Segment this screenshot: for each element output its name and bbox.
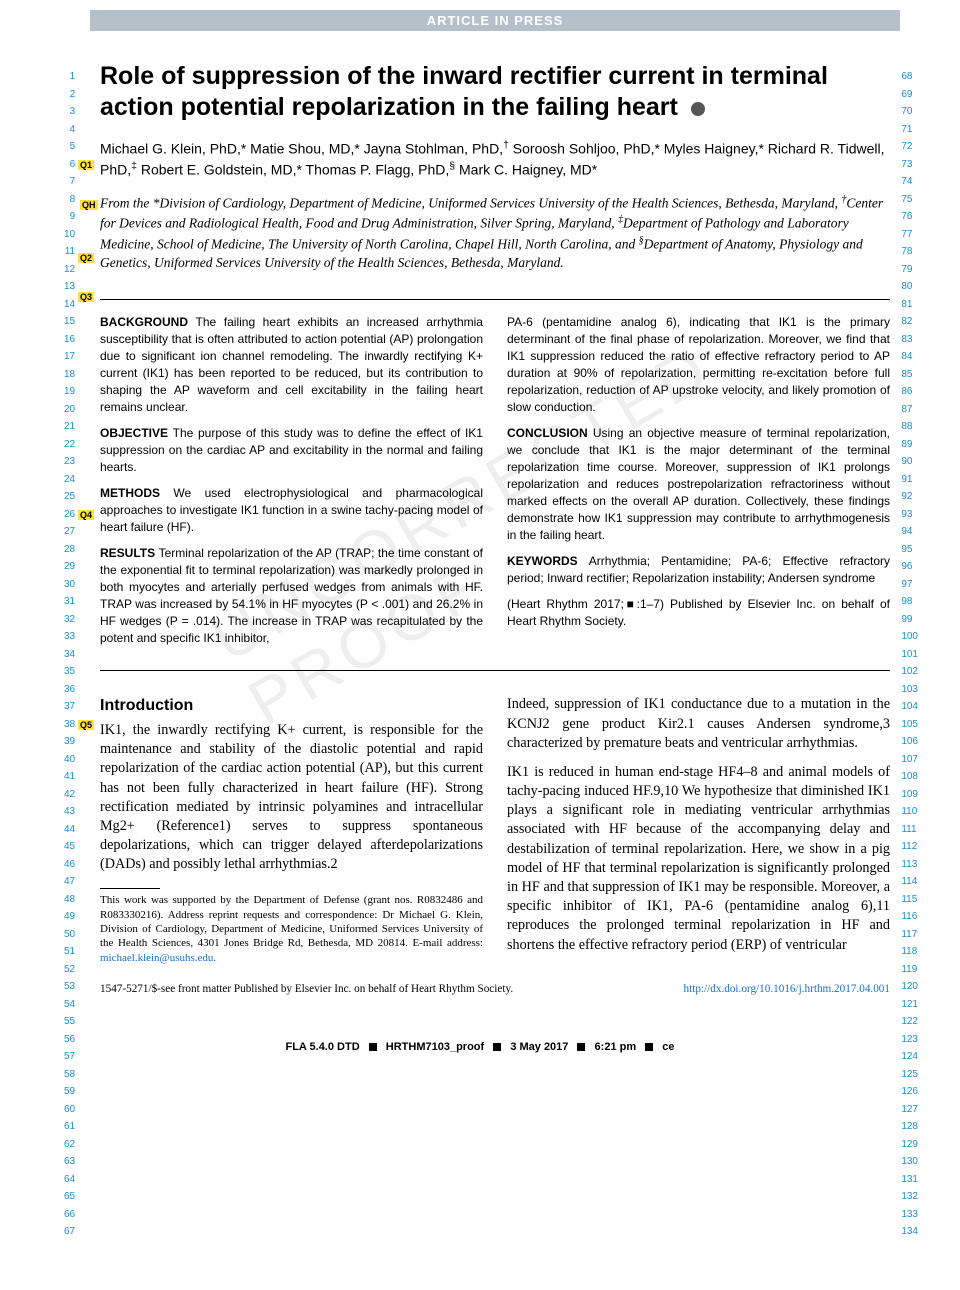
right-paragraph-2: IK1 is reduced in human end-stage HF4–8 … — [507, 763, 890, 955]
footnote-text: This work was supported by the Departmen… — [100, 894, 483, 949]
abstract-text: Using an objective measure of terminal r… — [507, 426, 890, 542]
query-marker-q4: Q4 — [78, 510, 94, 520]
intro-paragraph: IK1, the inwardly rectifying K+ current,… — [100, 721, 483, 874]
abstract-paragraph: PA-6 (pentamidine analog 6), indicating … — [507, 314, 890, 416]
footer-proof: HRTHM7103_proof — [386, 1041, 484, 1053]
abstract-paragraph: KEYWORDS Arrhythmia; Pentamidine; PA-6; … — [507, 553, 890, 587]
doi-link[interactable]: http://dx.doi.org/10.1016/j.hrthm.2017.0… — [684, 983, 890, 995]
affiliations: From the *Division of Cardiology, Depart… — [100, 193, 890, 273]
query-marker-qh: QH — [80, 200, 98, 210]
separator-icon — [493, 1043, 501, 1051]
abstract-label: RESULTS — [100, 546, 159, 560]
footnote-email-link[interactable]: michael.klein@usuhs.edu. — [100, 952, 216, 964]
abstract-text: PA-6 (pentamidine analog 6), indicating … — [507, 315, 890, 414]
abstract-paragraph: BACKGROUND The failing heart exhibits an… — [100, 314, 483, 416]
article-title: Role of suppression of the inward rectif… — [100, 61, 890, 124]
copyright-text: 1547-5271/$-see front matter Published b… — [100, 983, 513, 995]
abstract-label: METHODS — [100, 486, 173, 500]
separator-icon — [369, 1043, 377, 1051]
body-right-column: Indeed, suppression of IK1 conductance d… — [507, 695, 890, 964]
abstract-label: KEYWORDS — [507, 554, 589, 568]
abstract-block: BACKGROUND The failing heart exhibits an… — [100, 299, 890, 672]
abstract-label: BACKGROUND — [100, 315, 196, 329]
abstract-text: Terminal repolarization of the AP (TRAP;… — [100, 546, 483, 645]
author-list: Michael G. Klein, PhD,* Matie Shou, MD,*… — [100, 138, 890, 181]
body-columns: Introduction IK1, the inwardly rectifyin… — [100, 695, 890, 964]
right-paragraph-1: Indeed, suppression of IK1 conductance d… — [507, 695, 890, 753]
footer-date: 3 May 2017 — [510, 1041, 568, 1053]
footer-time: 6:21 pm — [595, 1041, 637, 1053]
abstract-right-column: PA-6 (pentamidine analog 6), indicating … — [507, 314, 890, 657]
abstract-paragraph: METHODS We used electrophysiological and… — [100, 485, 483, 536]
abstract-label: OBJECTIVE — [100, 426, 173, 440]
separator-icon — [645, 1043, 653, 1051]
footnote-rule — [100, 888, 160, 889]
abstract-paragraph: (Heart Rhythm 2017;■:1–7) Published by E… — [507, 596, 890, 630]
abstract-left-column: BACKGROUND The failing heart exhibits an… — [100, 314, 483, 657]
abstract-label: CONCLUSION — [507, 426, 593, 440]
abstract-paragraph: CONCLUSION Using an objective measure of… — [507, 425, 890, 544]
query-marker-q3: Q3 — [78, 292, 94, 302]
footer-ce: ce — [662, 1041, 674, 1053]
body-left-column: Introduction IK1, the inwardly rectifyin… — [100, 695, 483, 964]
main-area: Role of suppression of the inward rectif… — [0, 31, 960, 1015]
abstract-text: (Heart Rhythm 2017;■:1–7) Published by E… — [507, 597, 890, 628]
article-in-press-bar: ARTICLE IN PRESS — [90, 10, 900, 31]
footnote: This work was supported by the Departmen… — [100, 893, 483, 964]
abstract-text: The failing heart exhibits an increased … — [100, 315, 483, 414]
query-marker-q5: Q5 — [78, 720, 94, 730]
abstract-paragraph: OBJECTIVE The purpose of this study was … — [100, 425, 483, 476]
page-content: ARTICLE IN PRESS 12345678910111213141516… — [0, 10, 960, 1061]
introduction-heading: Introduction — [100, 695, 483, 717]
abstract-paragraph: RESULTS Terminal repolarization of the A… — [100, 545, 483, 647]
query-marker-q2: Q2 — [78, 253, 94, 263]
title-text: Role of suppression of the inward rectif… — [100, 62, 828, 121]
line-numbers-right: 6869707172737475767778798081828384858687… — [901, 68, 918, 1241]
separator-icon — [577, 1043, 585, 1051]
copyright-line: 1547-5271/$-see front matter Published b… — [100, 965, 890, 995]
footer-bar: FLA 5.4.0 DTD HRTHM7103_proof 3 May 2017… — [0, 1015, 960, 1061]
footer-fla: FLA 5.4.0 DTD — [285, 1041, 359, 1053]
query-marker-q1: Q1 — [78, 160, 94, 170]
crossmark-icon — [691, 102, 705, 116]
line-numbers-left: 1234567891011121314151617181920212223242… — [64, 68, 75, 1241]
